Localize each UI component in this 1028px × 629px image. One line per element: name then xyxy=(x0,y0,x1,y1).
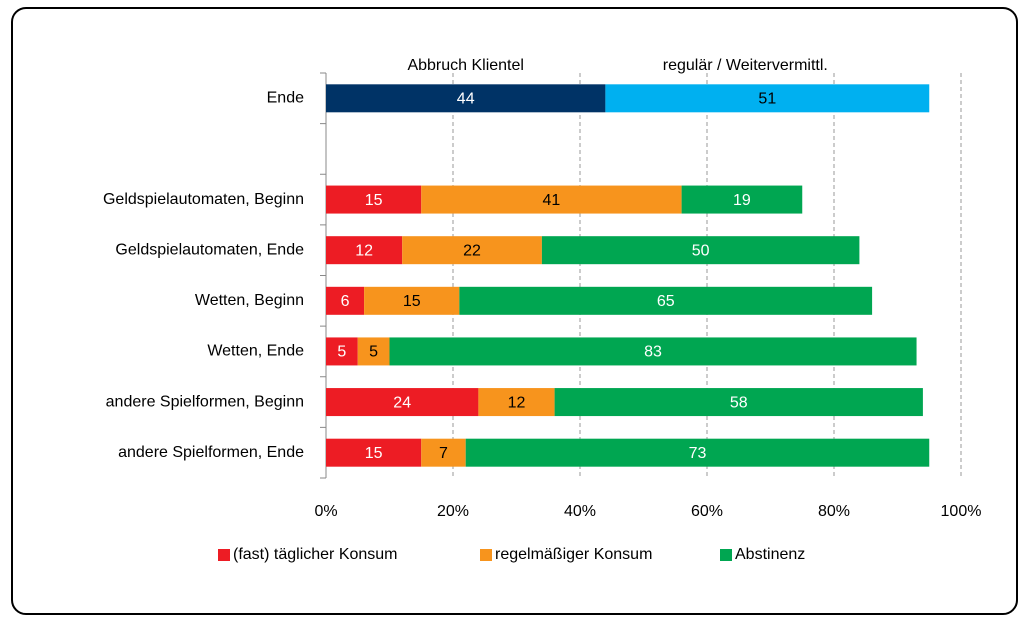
bar-segment xyxy=(541,236,860,265)
data-label: 12 xyxy=(508,394,526,411)
data-label: 5 xyxy=(337,344,346,361)
bar-segment xyxy=(681,185,803,214)
y-tick-label: Geldspielautomaten, Ende xyxy=(115,241,304,258)
data-label: 19 xyxy=(733,192,751,209)
y-tick-label: andere Spielformen, Ende xyxy=(118,444,304,461)
bar-segment xyxy=(326,185,422,214)
data-label: 58 xyxy=(730,394,748,411)
x-tick-label: 20% xyxy=(437,503,469,520)
bar-segment xyxy=(357,337,390,366)
bar-segment xyxy=(326,236,403,265)
bar-segment xyxy=(389,337,917,366)
x-tick-label: 100% xyxy=(941,503,982,520)
data-label: 41 xyxy=(543,192,561,209)
bar-segment xyxy=(326,84,606,113)
legend-label: regelmäßiger Konsum xyxy=(495,546,652,563)
y-tick-label: Wetten, Ende xyxy=(207,343,304,360)
legend-swatch xyxy=(218,549,230,561)
data-label: 15 xyxy=(365,445,383,462)
bar-segment xyxy=(478,388,555,417)
bar-segment xyxy=(326,438,422,467)
legend-swatch xyxy=(720,549,732,561)
series-label: Abbruch Klientel xyxy=(407,57,524,74)
bar-segment xyxy=(459,286,873,315)
data-label: 15 xyxy=(403,293,421,310)
bar-segment xyxy=(326,337,358,366)
data-label: 6 xyxy=(341,293,350,310)
bar-segment xyxy=(421,438,466,467)
y-tick-label: Ende xyxy=(267,90,304,107)
data-label: 15 xyxy=(365,192,383,209)
data-label: 51 xyxy=(758,91,776,108)
bar-segment xyxy=(364,286,460,315)
legend-label: (fast) täglicher Konsum xyxy=(233,546,398,563)
data-label: 73 xyxy=(689,445,707,462)
bar-segment xyxy=(554,388,923,417)
data-label: 24 xyxy=(393,394,411,411)
bar-segment xyxy=(605,84,930,113)
data-label: 50 xyxy=(692,242,710,259)
x-tick-label: 60% xyxy=(691,503,723,520)
y-tick-label: Wetten, Beginn xyxy=(195,292,304,309)
bar-segment xyxy=(326,286,365,315)
data-label: 83 xyxy=(644,344,662,361)
x-tick-label: 80% xyxy=(818,503,850,520)
legend-swatch xyxy=(480,549,492,561)
data-label: 5 xyxy=(369,344,378,361)
data-label: 44 xyxy=(457,91,475,108)
bar-segment xyxy=(465,438,930,467)
y-tick-label: Geldspielautomaten, Beginn xyxy=(103,191,304,208)
bar-segment xyxy=(402,236,542,265)
y-tick-label: andere Spielformen, Beginn xyxy=(106,393,304,410)
data-label: 65 xyxy=(657,293,675,310)
data-label: 12 xyxy=(355,242,373,259)
series-label: regulär / Weitervermittl. xyxy=(663,57,828,74)
bar-segment xyxy=(326,388,479,417)
data-label: 7 xyxy=(439,445,448,462)
bar-segment xyxy=(421,185,682,214)
x-tick-label: 40% xyxy=(564,503,596,520)
x-tick-label: 0% xyxy=(314,503,337,520)
data-label: 22 xyxy=(463,242,481,259)
legend-label: Abstinenz xyxy=(735,546,805,563)
